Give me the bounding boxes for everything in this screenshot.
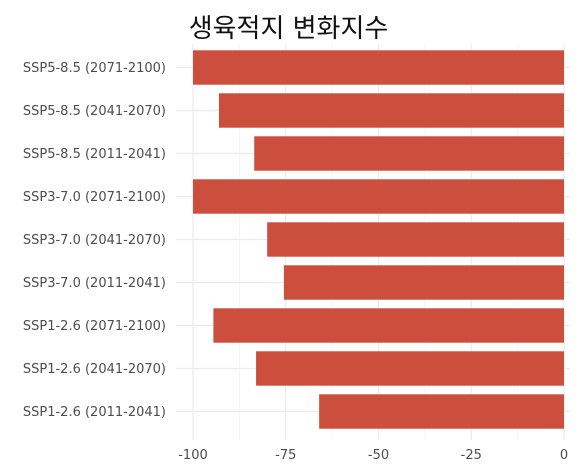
category-label: SSP5-8.5 (2071-2100): [23, 61, 166, 76]
bar: [193, 179, 564, 214]
x-tick-labels: -100 -75 -50 -25 0: [178, 448, 568, 463]
x-tick-label: -75: [275, 448, 296, 463]
chart-title: 생육적지 변화지수: [188, 14, 389, 44]
bar: [254, 136, 564, 171]
bars: [193, 50, 564, 429]
bar: [283, 265, 564, 300]
x-tick-label: 0: [560, 448, 568, 463]
bar: [193, 50, 564, 85]
category-labels: SSP5-8.5 (2071-2100) SSP5-8.5 (2041-2070)…: [23, 61, 166, 420]
category-label: SSP5-8.5 (2041-2070): [23, 104, 166, 119]
category-label: SSP1-2.6 (2041-2070): [23, 362, 166, 377]
category-label: SSP3-7.0 (2011-2041): [23, 276, 166, 291]
category-label: SSP1-2.6 (2071-2100): [23, 319, 166, 334]
category-label: SSP5-8.5 (2011-2041): [23, 147, 166, 162]
bar: [218, 93, 564, 128]
bar: [256, 351, 564, 386]
x-tick-label: -50: [368, 448, 389, 463]
bar: [267, 222, 564, 257]
category-label: SSP3-7.0 (2071-2100): [23, 190, 166, 205]
category-label: SSP3-7.0 (2041-2070): [23, 233, 166, 248]
bar: [213, 308, 564, 343]
x-tick-label: -100: [178, 448, 208, 463]
bar: [319, 394, 564, 429]
x-tick-label: -25: [461, 448, 482, 463]
category-label: SSP1-2.6 (2011-2041): [23, 405, 166, 420]
